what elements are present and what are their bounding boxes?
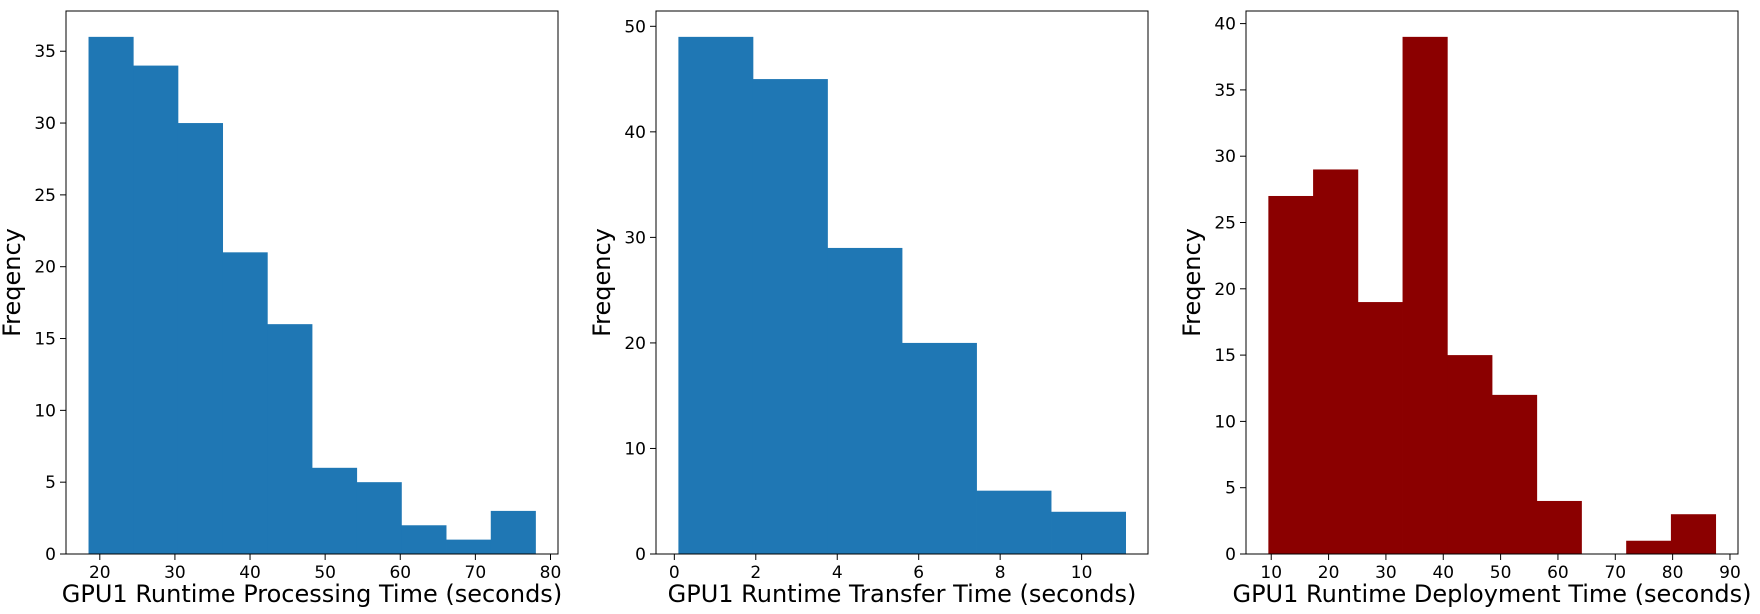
y-tick-label: 0 — [635, 545, 646, 565]
histogram-bar — [177, 123, 224, 555]
x-tick-label: 0 — [669, 563, 680, 583]
histogram-bar — [1536, 500, 1582, 554]
processing-time-histogram: 20 30 40 50 60 70 80 0 5 10 15 20 25 30 35 GPU1 Runtime… — [0, 10, 562, 608]
histogram-bar — [752, 79, 828, 554]
x-tick-label: 6 — [913, 563, 924, 583]
y-tick-label: 5 — [45, 473, 56, 493]
y-tick-label: 15 — [1214, 346, 1236, 366]
histogram-bar — [1268, 195, 1314, 555]
y-tick-label: 10 — [624, 439, 646, 459]
x-tick-label: 40 — [1432, 563, 1454, 583]
histogram-bar — [1402, 36, 1448, 555]
x-axis-label: GPU1 Runtime Deployment Time (seconds) — [1232, 580, 1751, 608]
y-tick-label: 25 — [34, 186, 56, 206]
y-tick-label: 35 — [34, 42, 56, 62]
x-tick-label: 30 — [164, 563, 186, 583]
y-tick-label: 50 — [624, 17, 646, 37]
y-tick-label: 30 — [624, 228, 646, 248]
x-tick-label: 4 — [832, 563, 843, 583]
x-tick-label: 20 — [89, 563, 111, 583]
histogram-bar — [902, 342, 977, 554]
x-axis-label: GPU1 Runtime Processing Time (seconds) — [62, 580, 562, 608]
histogram-bar — [1313, 169, 1359, 554]
x-tick-label: 40 — [239, 563, 261, 583]
histogram-bar — [1051, 511, 1126, 554]
histogram-bar — [267, 324, 313, 554]
axes-frame — [65, 10, 559, 555]
y-tick-label: 15 — [34, 330, 56, 350]
histogram-bar — [133, 65, 179, 554]
y-tick-label: 10 — [34, 401, 56, 421]
x-tick-label: 60 — [389, 563, 411, 583]
x-tick-label: 2 — [750, 563, 761, 583]
histogram-bar — [1447, 355, 1493, 554]
x-tick-label: 8 — [995, 563, 1006, 583]
axes-frame — [1245, 10, 1739, 555]
y-tick-label: 20 — [1214, 280, 1236, 300]
y-tick-label: 5 — [1225, 479, 1236, 499]
x-tick-label: 70 — [465, 563, 487, 583]
axes-frame — [655, 10, 1149, 555]
x-tick-label: 50 — [1490, 563, 1512, 583]
histogram-bar — [678, 36, 754, 555]
histogram-bar — [312, 467, 358, 554]
y-tick-label: 20 — [34, 258, 56, 278]
histogram-bar — [88, 36, 134, 555]
x-tick-label: 70 — [1604, 563, 1626, 583]
transfer-time-histogram: 0 2 4 6 8 10 0 10 20 30 40 50 GPU1 Runtime Transfer … — [588, 10, 1149, 608]
y-tick-label: 25 — [1214, 213, 1236, 233]
x-tick-label: 80 — [540, 563, 562, 583]
x-tick-label: 30 — [1375, 563, 1397, 583]
y-tick-label: 20 — [624, 334, 646, 354]
x-tick-label: 20 — [1318, 563, 1340, 583]
histogram-bar — [1492, 394, 1538, 554]
histogram-bar — [490, 510, 536, 554]
histogram-bar — [1357, 302, 1403, 554]
y-axis-label: Freqency — [588, 228, 616, 337]
y-tick-label: 10 — [1214, 412, 1236, 432]
y-tick-label: 30 — [34, 114, 56, 134]
x-tick-label: 10 — [1260, 563, 1282, 583]
histogram-bar — [976, 490, 1052, 554]
histogram-bar — [1670, 514, 1717, 554]
x-tick-label: 80 — [1662, 563, 1684, 583]
x-tick-label: 50 — [314, 563, 336, 583]
histogram-bar — [356, 482, 402, 554]
y-axis-label: Freqency — [1178, 228, 1206, 337]
y-tick-label: 0 — [45, 545, 56, 565]
y-tick-label: 40 — [1214, 15, 1236, 35]
x-tick-label: 10 — [1071, 563, 1093, 583]
y-tick-label: 0 — [1225, 545, 1236, 565]
y-axis-label: Freqency — [0, 228, 26, 337]
x-axis-label: GPU1 Runtime Transfer Time (seconds) — [668, 580, 1137, 608]
x-tick-label: 90 — [1719, 563, 1741, 583]
histogram-bar — [446, 539, 492, 554]
histogram-bar — [827, 247, 903, 554]
x-tick-label: 60 — [1547, 563, 1569, 583]
y-tick-label: 30 — [1214, 147, 1236, 167]
y-tick-label: 40 — [624, 123, 646, 143]
y-tick-label: 35 — [1214, 81, 1236, 101]
histogram-bar — [401, 525, 447, 554]
histogram-bar — [222, 252, 268, 554]
histogram-bar — [1626, 540, 1672, 554]
